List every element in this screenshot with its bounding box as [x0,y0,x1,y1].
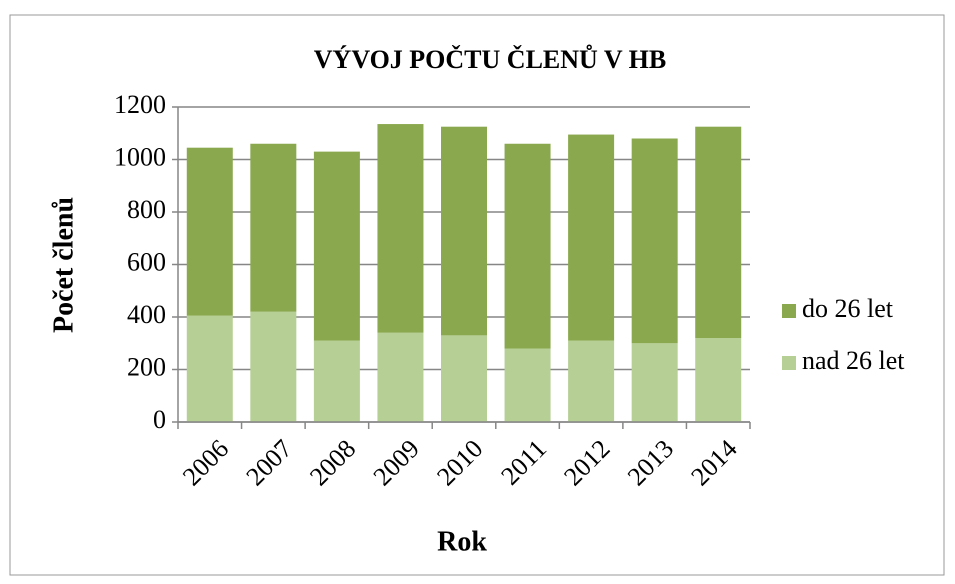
chart-title: VÝVOJ POČTU ČLENŮ V HB [314,44,666,74]
y-tick-label: 600 [127,247,166,276]
bar-segment [695,126,742,338]
bar-segment [441,335,487,422]
bar-segment [313,340,360,422]
y-tick-label: 200 [127,352,166,381]
legend-label: do 26 let [802,294,894,323]
bar-segment [568,340,615,422]
x-axis-label: Rok [437,526,487,557]
y-tick-label: 800 [127,195,166,224]
bar-segment [441,126,487,336]
y-axis-label: Počet členů [48,197,79,333]
bar-segment [504,348,551,422]
y-tick-label: 1200 [114,90,166,119]
bar-segment [695,338,742,422]
y-tick-label: 1000 [114,142,166,171]
bar-segment [250,311,297,422]
bar-segment [186,147,233,316]
bar-segment [631,138,678,344]
bar-segment [186,315,233,422]
bar-segment [568,134,615,341]
y-tick-label: 400 [127,300,166,329]
bar-segment [504,143,551,349]
legend-swatch [782,356,796,370]
y-tick-label: 0 [153,405,166,434]
legend-swatch [782,304,796,318]
legend-label: nad 26 let [802,346,905,375]
bar-segment [377,332,424,422]
bar-segment [250,143,297,312]
bar-segment [313,151,360,341]
bar-segment [631,343,678,422]
bar-segment [377,124,424,333]
